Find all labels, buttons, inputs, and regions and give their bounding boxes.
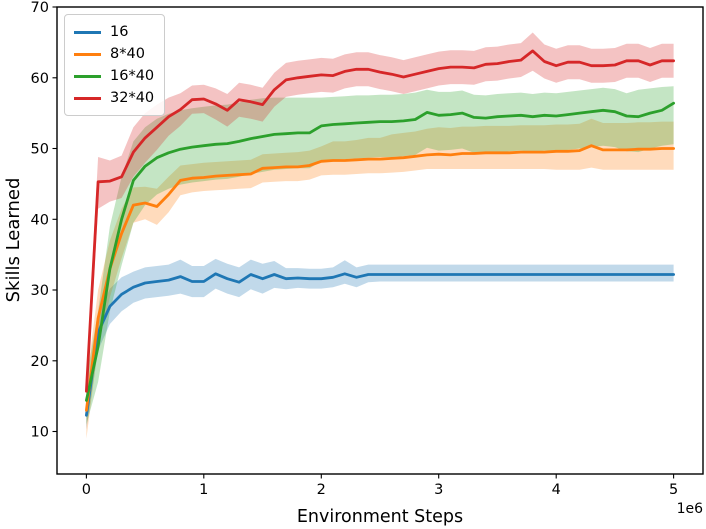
svg-text:30: 30	[31, 283, 49, 299]
legend-item-16: 16	[74, 21, 156, 43]
legend-line-sample-red	[74, 96, 101, 100]
legend-line-sample-green	[74, 74, 101, 78]
legend-line-sample-blue	[74, 30, 101, 34]
svg-text:1: 1	[199, 482, 208, 498]
legend: 16 8*40 16*40 32*40	[64, 14, 165, 116]
confidence-bands	[86, 32, 674, 439]
svg-text:3: 3	[434, 482, 443, 498]
svg-text:4: 4	[552, 482, 561, 498]
legend-line-sample-orange	[74, 52, 101, 56]
tick-labels: 0 1 2 3 4 5 10 20 30 40 50 60 70	[31, 0, 679, 498]
axes-frame	[56, 6, 704, 475]
legend-label: 16*40	[110, 67, 155, 84]
axis-ticks	[52, 6, 675, 479]
svg-text:5: 5	[669, 482, 678, 498]
x-axis-offset-label: 1e6	[677, 501, 704, 517]
legend-item-8x40: 8*40	[74, 43, 156, 65]
svg-text:70: 70	[31, 0, 49, 16]
legend-item-16x40: 16*40	[74, 65, 156, 87]
legend-item-32x40: 32*40	[74, 87, 156, 109]
svg-text:0: 0	[82, 482, 91, 498]
svg-text:2: 2	[317, 482, 326, 498]
svg-text:10: 10	[31, 425, 49, 441]
svg-text:50: 50	[31, 142, 49, 158]
x-axis-label: Environment Steps	[297, 507, 463, 527]
series-lines	[85, 49, 675, 417]
svg-text:20: 20	[31, 354, 49, 370]
legend-label: 8*40	[110, 45, 145, 62]
legend-label: 16	[110, 23, 129, 40]
y-axis-label: Skills Learned	[3, 178, 24, 303]
svg-text:60: 60	[31, 71, 49, 87]
legend-label: 32*40	[110, 89, 155, 106]
svg-text:40: 40	[31, 212, 49, 228]
